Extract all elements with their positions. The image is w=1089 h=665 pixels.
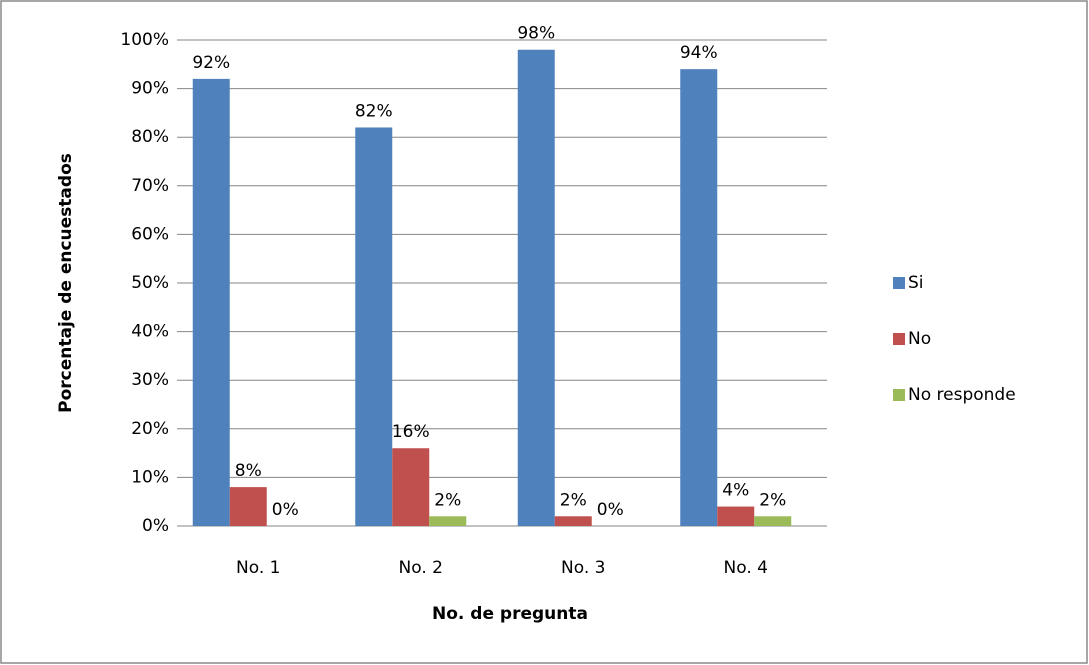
bar xyxy=(355,127,393,526)
y-tick-label: 80% xyxy=(131,127,169,147)
value-label: 98% xyxy=(517,24,555,44)
value-label: 2% xyxy=(560,490,587,510)
x-tick-label: No. 2 xyxy=(399,558,443,578)
y-tick-label: 40% xyxy=(131,322,169,342)
bar xyxy=(229,487,267,526)
value-label: 2% xyxy=(759,490,786,510)
y-tick-label: 90% xyxy=(131,79,169,99)
y-tick-label: 50% xyxy=(131,273,169,293)
bar xyxy=(717,506,755,526)
legend-swatch xyxy=(893,277,905,289)
x-tick-label: No. 1 xyxy=(236,558,280,578)
legend-swatch xyxy=(893,389,905,401)
bar xyxy=(517,49,555,526)
y-tick-label: 0% xyxy=(142,516,169,536)
x-tick-label: No. 3 xyxy=(561,558,605,578)
y-tick-label: 60% xyxy=(131,224,169,244)
y-tick-label: 20% xyxy=(131,419,169,439)
x-axis-label: No. de pregunta xyxy=(432,604,588,624)
y-axis-label: Porcentaje de encuestados xyxy=(56,153,76,413)
legend-label: No responde xyxy=(908,385,1016,405)
legend-label: No xyxy=(908,329,931,349)
value-label: 2% xyxy=(434,490,461,510)
bar xyxy=(429,516,467,526)
legend-label: Si xyxy=(908,273,924,293)
value-label: 0% xyxy=(272,500,299,520)
value-label: 16% xyxy=(392,422,430,442)
value-label: 82% xyxy=(355,101,393,121)
bar xyxy=(192,78,230,526)
value-label: 0% xyxy=(597,500,624,520)
bar xyxy=(754,516,792,526)
value-label: 8% xyxy=(235,461,262,481)
y-tick-label: 10% xyxy=(131,467,169,487)
bar xyxy=(680,69,718,526)
bar xyxy=(392,448,430,526)
value-label: 94% xyxy=(680,43,718,63)
y-tick-label: 30% xyxy=(131,370,169,390)
legend-swatch xyxy=(893,333,905,345)
value-label: 4% xyxy=(722,481,749,501)
value-label: 92% xyxy=(192,53,230,73)
x-tick-label: No. 4 xyxy=(724,558,768,578)
y-tick-label: 70% xyxy=(131,176,169,196)
bar xyxy=(554,516,592,526)
y-tick-label: 100% xyxy=(120,30,169,50)
